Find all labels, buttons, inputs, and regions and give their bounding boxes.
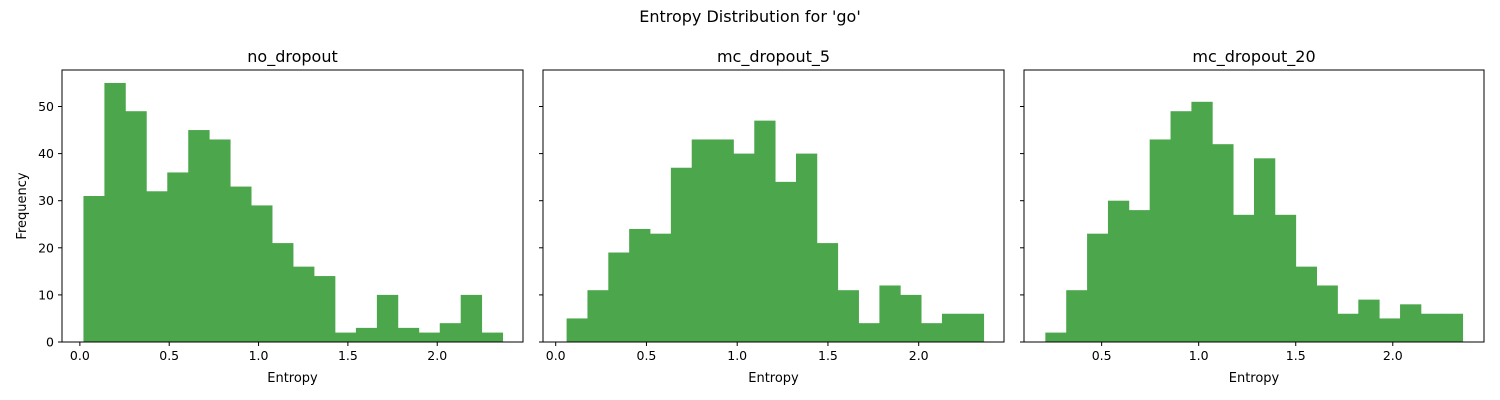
histogram-bar (230, 186, 252, 342)
histogram-bar (733, 153, 755, 342)
x-tick-label: 1.0 (1189, 348, 1209, 363)
plot-frame (542, 69, 1005, 343)
x-tick-label: 1.5 (338, 348, 358, 363)
histogram-bar (921, 323, 943, 342)
histogram-bar (1233, 214, 1255, 342)
histogram-bar (629, 228, 651, 342)
histogram-bar (1087, 233, 1109, 342)
histogram-bar (355, 327, 378, 342)
histogram-bar (188, 130, 210, 342)
histogram-bar (1066, 290, 1088, 342)
histogram-bar (334, 332, 357, 342)
histogram-bar (1337, 313, 1359, 342)
x-tick-label: 0.0 (546, 348, 566, 363)
histogram-bar (691, 139, 713, 342)
histogram-bar (858, 323, 880, 342)
histogram-bar (650, 233, 672, 342)
histogram-bar (209, 139, 231, 342)
x-tick-label: 1.5 (1286, 348, 1306, 363)
panel-title: mc_dropout_20 (1192, 47, 1315, 67)
histogram-bar (587, 290, 609, 342)
x-axis-label: Entropy (748, 371, 799, 386)
histogram-bar (1149, 139, 1171, 342)
x-tick-label: 0.5 (637, 348, 657, 363)
histogram-bar (879, 285, 901, 342)
figure-suptitle: Entropy Distribution for 'go' (639, 7, 861, 26)
histogram-bar (104, 82, 126, 342)
x-tick-label: 1.5 (818, 348, 838, 363)
histogram-bar (1441, 313, 1464, 342)
x-tick-label: 1.0 (249, 348, 269, 363)
x-tick-label: 1.0 (727, 348, 747, 363)
panel-title: mc_dropout_5 (717, 47, 830, 67)
histogram-bar (125, 111, 147, 342)
histogram-bar (1358, 299, 1380, 342)
x-tick-label: 0.5 (1092, 348, 1112, 363)
histogram-bar (313, 276, 336, 342)
y-tick-label: 20 (38, 240, 54, 255)
histogram-bar (1107, 200, 1130, 342)
histogram-bar (900, 294, 922, 342)
histogram-bar (397, 327, 420, 342)
histogram-bar (754, 120, 776, 342)
x-tick-label: 0.0 (70, 348, 90, 363)
histogram-bar (962, 313, 985, 342)
histogram-bar (1295, 266, 1317, 342)
y-tick-label: 40 (38, 146, 54, 161)
x-tick-label: 2.0 (427, 348, 447, 363)
histogram-bar (566, 318, 588, 342)
histogram-bar (1420, 313, 1443, 342)
histogram-bar (608, 252, 630, 342)
y-tick-label: 50 (38, 99, 54, 114)
histogram-bar (418, 332, 441, 342)
histogram-bar (670, 167, 693, 342)
histogram-bar (1379, 318, 1401, 342)
histogram-bar (481, 332, 504, 342)
histogram-bar (460, 294, 483, 342)
x-tick-label: 2.0 (909, 348, 929, 363)
histogram-bar (712, 139, 734, 342)
histogram-bar (293, 266, 315, 342)
y-axis-label: Frequency (15, 172, 30, 239)
histogram-bar (251, 205, 273, 342)
histogram-bar (795, 153, 818, 342)
histogram-bar (1212, 144, 1234, 342)
histogram-bar (837, 290, 859, 342)
x-axis-label: Entropy (1229, 371, 1280, 386)
histogram-bar (272, 243, 294, 342)
panel-mc-dropout-5: 0.0 0.5 1.0 1.5 2.0 mc_dropout_5 Entropy (539, 47, 1005, 386)
histogram-bar (1254, 158, 1276, 342)
panel-no-dropout: 0.0 0.5 1.0 1.5 2.0 0 10 20 30 40 50 no_dropout Entr… (38, 47, 524, 386)
histogram-bar (941, 313, 964, 342)
plot-frame (61, 69, 524, 343)
panel-mc-dropout-20: 0.5 1.0 1.5 2.0 mc_dropout_20 Entropy (1020, 47, 1485, 386)
histogram-bar (1128, 210, 1151, 342)
histogram-bar (1274, 214, 1297, 342)
histogram-bar (1045, 332, 1067, 342)
panel-title: no_dropout (247, 47, 337, 67)
y-tick-label: 30 (38, 193, 54, 208)
histogram-bar (146, 191, 168, 342)
histogram-bar (1191, 101, 1213, 342)
y-tick-label: 10 (38, 287, 54, 302)
histogram-bar (1170, 111, 1192, 342)
x-axis-label: Entropy (267, 371, 318, 386)
plot-frame (1023, 69, 1485, 343)
histogram-bar (376, 294, 399, 342)
histogram-bar (816, 243, 839, 342)
histogram-bar (1400, 304, 1422, 342)
x-tick-label: 2.0 (1383, 348, 1403, 363)
histogram-bar (167, 172, 189, 342)
histogram-bar (439, 323, 462, 342)
histogram-bar (1316, 285, 1338, 342)
histogram-bar (775, 181, 797, 342)
histogram-bar (83, 195, 105, 342)
x-tick-label: 0.5 (159, 348, 179, 363)
y-tick-label: 0 (46, 335, 54, 350)
